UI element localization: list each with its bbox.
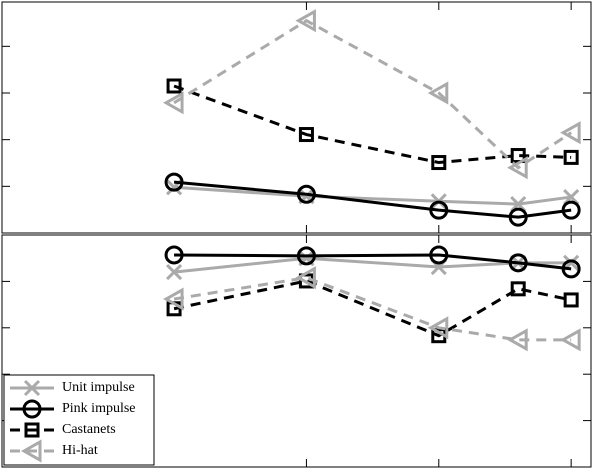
marker — [507, 328, 528, 352]
marker — [508, 207, 528, 227]
legend-label: Unit impulse — [62, 380, 135, 395]
legend-label: Pink impulse — [62, 401, 136, 416]
marker — [563, 149, 579, 165]
marker — [429, 200, 449, 220]
marker — [295, 266, 316, 290]
series-line — [173, 84, 572, 165]
marker — [298, 127, 314, 143]
marker — [163, 287, 184, 311]
marker — [166, 78, 182, 94]
marker — [427, 316, 449, 340]
marker — [427, 81, 449, 105]
marker — [166, 264, 183, 281]
marker — [561, 200, 581, 220]
marker — [508, 253, 528, 273]
marker — [295, 9, 316, 33]
marker — [296, 246, 316, 266]
series-line — [173, 180, 572, 219]
marker — [23, 379, 41, 397]
marker — [24, 422, 40, 438]
series-line — [173, 276, 572, 342]
marker — [431, 155, 447, 171]
series-line — [173, 18, 572, 170]
marker — [510, 196, 527, 213]
marker — [560, 121, 581, 145]
series-line — [174, 253, 572, 271]
legend-label: Hi-hat — [62, 443, 98, 458]
marker — [563, 292, 579, 308]
marker — [507, 156, 528, 180]
marker — [561, 259, 581, 279]
marker — [429, 245, 449, 265]
legend-label: Castanets — [62, 422, 116, 437]
marker — [296, 184, 316, 204]
marker — [560, 328, 581, 352]
plot-frame — [1, 1, 592, 234]
marker — [510, 281, 526, 297]
marker — [22, 399, 42, 419]
marker — [164, 245, 184, 265]
series-line — [173, 279, 572, 338]
marker — [163, 91, 184, 115]
marker — [563, 189, 580, 206]
plot-frame — [1, 234, 592, 468]
marker — [164, 172, 184, 192]
marker — [20, 439, 42, 463]
